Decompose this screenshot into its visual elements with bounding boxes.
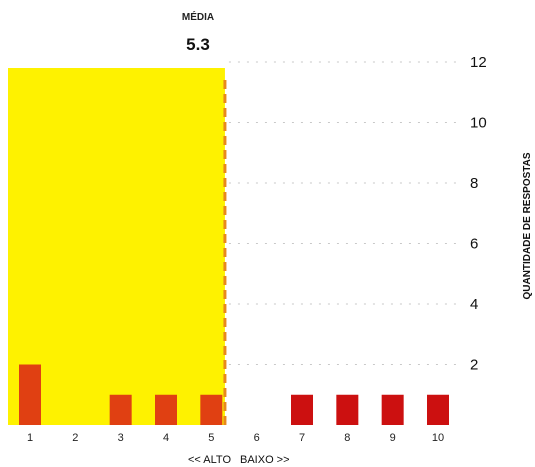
y-tick-label: 4 [470,296,478,313]
x-tick-label: 2 [72,432,78,444]
y-tick-label: 8 [470,175,478,192]
x-tick-label: 7 [299,432,305,444]
bar-7 [291,394,313,425]
bar-9 [381,394,404,425]
x-label-left: << ALTO [188,454,231,466]
x-tick-label: 1 [27,432,33,444]
bar-5 [200,394,223,425]
bar-3 [109,394,132,425]
highlight-layer [8,68,225,425]
mean-heading: MÉDIA [182,10,214,23]
y-tick-label: 6 [470,236,478,253]
y-tick-label: 2 [470,357,478,374]
x-tick-label: 9 [390,432,396,444]
bars [19,364,449,425]
bar-4 [155,394,177,425]
x-tick-label: 6 [254,432,260,444]
bar-8 [336,394,359,425]
x-tick-label: 4 [163,432,169,444]
x-label-right: BAIXO >> [240,454,290,466]
x-tick-labels: 1 2 3 4 5 6 7 8 9 10 [27,432,444,444]
y-axis-title: QUANTIDADE DE RESPOSTAS [522,152,533,299]
y-tick-label: 12 [470,54,487,71]
x-tick-label: 3 [118,432,124,444]
y-tick-label: 10 [470,115,487,132]
gridlines [223,61,460,425]
y-tick-labels: 2 4 6 8 10 12 [470,54,487,374]
mean-value: 5.3 [186,35,210,54]
bar-1 [19,364,41,425]
highlight-band [8,68,225,425]
x-tick-label: 10 [432,432,444,444]
x-tick-label: 8 [344,432,350,444]
x-tick-label: 5 [208,432,214,444]
bar-10 [427,394,449,425]
